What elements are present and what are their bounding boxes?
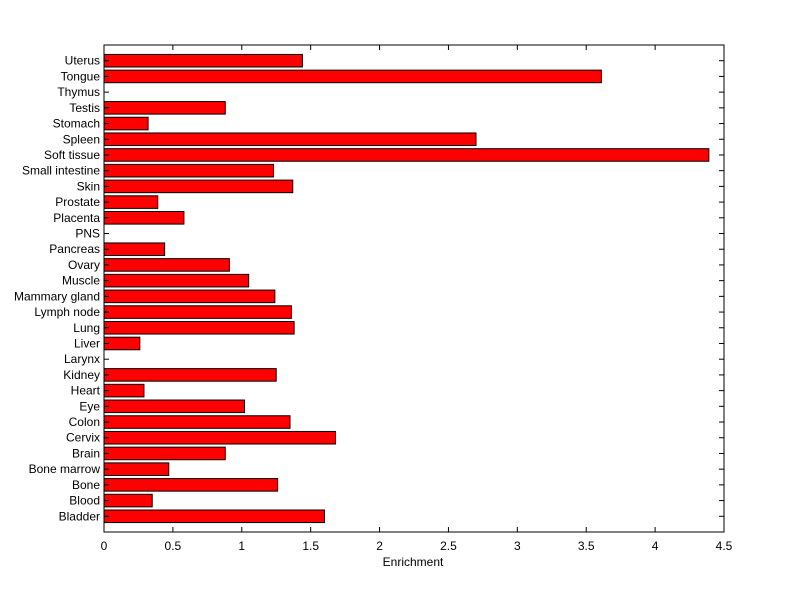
x-axis-label: Enrichment: [383, 555, 444, 569]
category-label: Stomach: [53, 117, 100, 131]
category-label: Lung: [73, 321, 100, 335]
category-label: Colon: [69, 415, 100, 429]
x-tick-labels: 0 0.5 1 1.5 2 2.5 3 3.5 4 4.5: [101, 539, 733, 553]
category-label: Thymus: [57, 85, 100, 99]
bar: [103, 273, 250, 288]
bar: [103, 132, 477, 147]
category-label: Placenta: [53, 211, 100, 225]
bar: [103, 368, 277, 382]
category-label: Larynx: [64, 352, 100, 366]
bar: [103, 415, 291, 429]
category-label: PNS: [75, 227, 100, 241]
bar: [103, 116, 149, 131]
category-label: Brain: [72, 446, 100, 460]
category-label: Lymph node: [34, 305, 100, 319]
bar: [103, 509, 325, 524]
bar: [103, 399, 246, 414]
x-tick-label: 1.5: [302, 539, 319, 553]
category-label: Pancreas: [49, 242, 100, 256]
bar: [103, 493, 153, 508]
category-label: Liver: [74, 336, 100, 350]
category-label: Tongue: [61, 69, 101, 83]
category-label: Skin: [77, 179, 100, 193]
category-label: Kidney: [63, 368, 100, 382]
category-label: Cervix: [66, 431, 100, 445]
x-tick-label: 3.5: [578, 539, 595, 553]
x-tick-label: 4: [652, 539, 659, 553]
category-label: Ovary: [68, 258, 100, 272]
bar: [103, 430, 336, 445]
category-label: Soft tissue: [44, 148, 100, 162]
bar: [103, 320, 295, 335]
category-label: Spleen: [63, 132, 100, 146]
bar: [103, 336, 141, 351]
bar: [103, 462, 170, 476]
bar: [103, 446, 226, 461]
x-tick-label: 0.5: [165, 539, 182, 553]
bar: [103, 101, 226, 115]
x-tick-label: 2: [376, 539, 383, 553]
bar: [103, 69, 602, 84]
category-label: Muscle: [62, 274, 100, 288]
x-tick-label: 4.5: [716, 539, 733, 553]
bar: [103, 195, 159, 209]
bar: [103, 148, 710, 162]
x-tick-label: 3: [514, 539, 521, 553]
x-tick-label: 2.5: [440, 539, 457, 553]
category-label: Heart: [71, 384, 101, 398]
bar: [103, 242, 166, 257]
category-label: Bone marrow: [29, 462, 101, 476]
bar: [103, 53, 303, 68]
category-label: Mammary gland: [14, 289, 100, 303]
ticks-group: [103, 45, 725, 532]
bar: [103, 211, 185, 225]
bar: [103, 163, 274, 178]
bar: [103, 289, 276, 304]
category-label: Prostate: [55, 195, 100, 209]
bar: [103, 179, 294, 194]
bar: [103, 258, 230, 272]
bar: [103, 478, 279, 492]
bar: [103, 383, 145, 398]
category-label: Small intestine: [22, 164, 100, 178]
category-label: Eye: [79, 399, 100, 413]
x-tick-label: 1: [238, 539, 245, 553]
bar: [103, 305, 292, 319]
x-tick-label: 0: [101, 539, 108, 553]
category-label: Bone: [72, 478, 100, 492]
category-label: Blood: [69, 494, 100, 508]
category-label: Bladder: [59, 509, 100, 523]
bars-group: [103, 53, 710, 524]
category-label: Testis: [69, 101, 100, 115]
category-label: Uterus: [65, 54, 100, 68]
